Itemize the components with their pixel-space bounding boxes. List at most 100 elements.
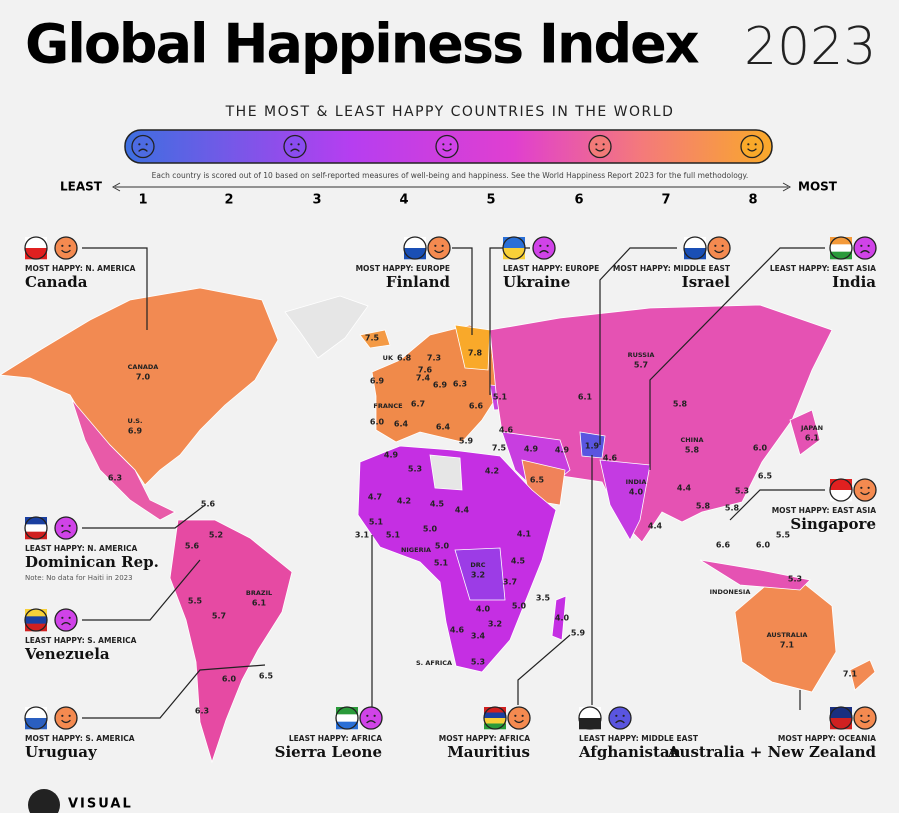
map-value: 6.1 <box>252 599 267 608</box>
face-eye <box>290 143 293 146</box>
callout-country: Dominican Rep. <box>25 553 159 571</box>
most-label: MOST <box>798 180 838 194</box>
face <box>707 236 731 260</box>
map-value: 5.8 <box>696 502 711 511</box>
face-eye <box>366 714 369 717</box>
map-value: 4.6 <box>450 626 465 635</box>
map-value: 4.9 <box>555 446 570 455</box>
face <box>532 236 556 260</box>
scale-tick-label: 5 <box>486 193 495 208</box>
map-value: 6.0 <box>753 444 768 453</box>
face-mouth <box>615 720 625 724</box>
face-eye <box>602 143 605 146</box>
map <box>0 287 876 764</box>
callout-label: MOST HAPPY: S. AMERICA <box>25 734 135 743</box>
map-value: 6.4 <box>394 420 409 429</box>
face-eye <box>867 244 870 247</box>
flag-stripe <box>25 609 47 617</box>
callout-country: Australia + New Zealand <box>667 743 877 761</box>
flag <box>829 706 853 730</box>
map-country: RUSSIA <box>628 351 655 359</box>
flag-stripe <box>830 490 852 502</box>
callout-label: LEAST HAPPY: MIDDLE EAST <box>579 734 699 743</box>
flag-stripe <box>404 248 426 260</box>
face <box>131 134 155 159</box>
face <box>283 134 307 159</box>
map-value: 5.1 <box>386 531 401 540</box>
map-value: 7.8 <box>468 349 483 358</box>
face-eye <box>297 143 300 146</box>
flag-ring <box>683 236 707 260</box>
face-eye <box>373 714 376 717</box>
flag-ring <box>829 236 853 260</box>
map-value: 4.1 <box>517 530 532 539</box>
face <box>54 236 78 260</box>
face-eye <box>68 244 71 247</box>
flag-stripe <box>684 237 706 249</box>
face-eye <box>68 714 71 717</box>
map-value: 6.5 <box>758 472 773 481</box>
flag-stripe <box>503 248 525 260</box>
map-value: 6.4 <box>436 423 451 432</box>
scale-tick-label: 3 <box>312 193 321 208</box>
flag-stripe <box>830 718 852 730</box>
callout-label: LEAST HAPPY: S. AMERICA <box>25 636 137 645</box>
map-value: 6.5 <box>530 476 545 485</box>
map-country: NIGERIA <box>401 546 431 554</box>
callout-country: Afghanistan <box>578 743 681 761</box>
flag-stripe <box>336 714 358 722</box>
face-eye <box>61 714 64 717</box>
map-value: 4.5 <box>511 557 526 566</box>
face <box>853 478 877 502</box>
face-eye <box>615 714 618 717</box>
subtitle: THE MOST & LEAST HAPPY COUNTRIES IN THE … <box>225 104 675 120</box>
face-mouth <box>434 249 444 254</box>
map-value: 5.3 <box>788 575 802 584</box>
map-country: CANADA <box>128 363 159 371</box>
map-value: 4.2 <box>397 497 411 506</box>
map-value: 6.8 <box>397 354 412 363</box>
map-value: 4.9 <box>384 451 399 460</box>
callout-label: LEAST HAPPY: N. AMERICA <box>25 544 137 553</box>
face <box>853 236 877 260</box>
map-value: 6.0 <box>756 541 771 550</box>
map-value: 4.2 <box>485 467 499 476</box>
face-eye <box>68 524 71 527</box>
face-eye <box>860 714 863 717</box>
scale-tick-label: 6 <box>574 193 583 208</box>
flag <box>24 516 48 540</box>
map-value: 5.5 <box>188 597 203 606</box>
map-country: CHINA <box>680 436 703 444</box>
face <box>427 236 451 260</box>
map-value: 5.3 <box>408 465 422 474</box>
face <box>507 706 531 730</box>
map-value: 3.1 <box>355 531 370 540</box>
face-mouth <box>61 530 71 534</box>
map-value: 3.4 <box>471 632 486 641</box>
map-value: 5.1 <box>434 559 449 568</box>
map-value: 5.8 <box>673 400 688 409</box>
face-mouth <box>514 719 524 724</box>
map-country: INDIA <box>626 478 647 486</box>
map-value: 5.0 <box>423 525 438 534</box>
flag-stripe <box>579 707 601 719</box>
flag <box>578 706 602 730</box>
map-value: 6.3 <box>108 474 122 483</box>
map-value: 6.7 <box>411 400 425 409</box>
scale-tick-label: 2 <box>224 193 233 208</box>
map-value: 6.9 <box>370 377 385 386</box>
flag-stripe <box>25 707 47 719</box>
map-value: 4.4 <box>455 506 470 515</box>
flag-ring <box>578 706 602 730</box>
map-value: 6.5 <box>259 672 274 681</box>
face <box>740 134 764 159</box>
callout-country: India <box>832 273 876 291</box>
flag-stripe <box>503 237 525 249</box>
flag-ring <box>829 478 853 502</box>
flag-stripe <box>25 248 47 260</box>
face <box>588 134 612 159</box>
callout-country: Finland <box>386 273 451 291</box>
flag-ring <box>24 236 48 260</box>
flag-ring <box>829 706 853 730</box>
